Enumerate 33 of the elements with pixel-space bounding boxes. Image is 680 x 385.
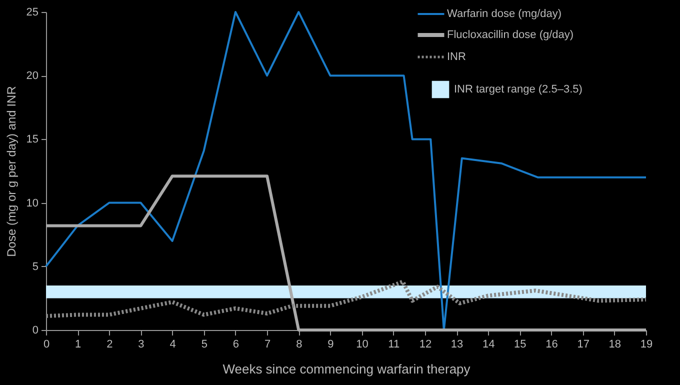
x-tick-label: 18 [608, 338, 622, 350]
x-tick-label: 0 [43, 338, 50, 350]
y-tick-label: 5 [32, 260, 38, 273]
x-tick-label: 4 [170, 338, 176, 350]
x-tick-label: 15 [514, 338, 526, 350]
legend-label: Warfarin dose (mg/day) [447, 8, 562, 20]
legend-label: Flucloxacillin dose (g/day) [447, 29, 574, 41]
y-tick-label: 20 [26, 70, 38, 82]
x-tick-label: 11 [388, 338, 400, 350]
x-tick-label: 8 [296, 338, 302, 350]
legend-label: INR target range (2.5–3.5) [454, 84, 582, 96]
x-tick-label: 2 [106, 338, 113, 350]
x-tick-label: 13 [450, 338, 464, 350]
x-tick-label: 16 [546, 338, 558, 350]
x-tick-label: 10 [356, 338, 368, 350]
x-tick-label: 12 [419, 338, 432, 350]
legend-label: INR [447, 51, 466, 63]
x-tick-label: 14 [482, 338, 495, 350]
y-tick-label: 10 [26, 197, 38, 210]
x-tick-label: 17 [577, 338, 590, 350]
y-tick-label: 0 [32, 324, 38, 336]
x-tick-label: 19 [640, 338, 653, 350]
x-tick-label: 3 [138, 338, 144, 350]
x-tick-label: 6 [232, 338, 240, 350]
x-tick-label: 9 [328, 338, 334, 350]
x-tick-label: 5 [201, 338, 208, 350]
x-tick-label: 1 [75, 338, 82, 350]
y-axis-title: Dose (mg or g per day) and INR [4, 86, 18, 257]
y-tick-label: 25 [26, 6, 38, 18]
line-series [44, 280, 648, 318]
x-axis-title: Weeks since commencing warfarin therapy [222, 362, 471, 376]
y-tick-label: 15 [26, 134, 38, 146]
x-tick-label: 7 [264, 338, 271, 350]
